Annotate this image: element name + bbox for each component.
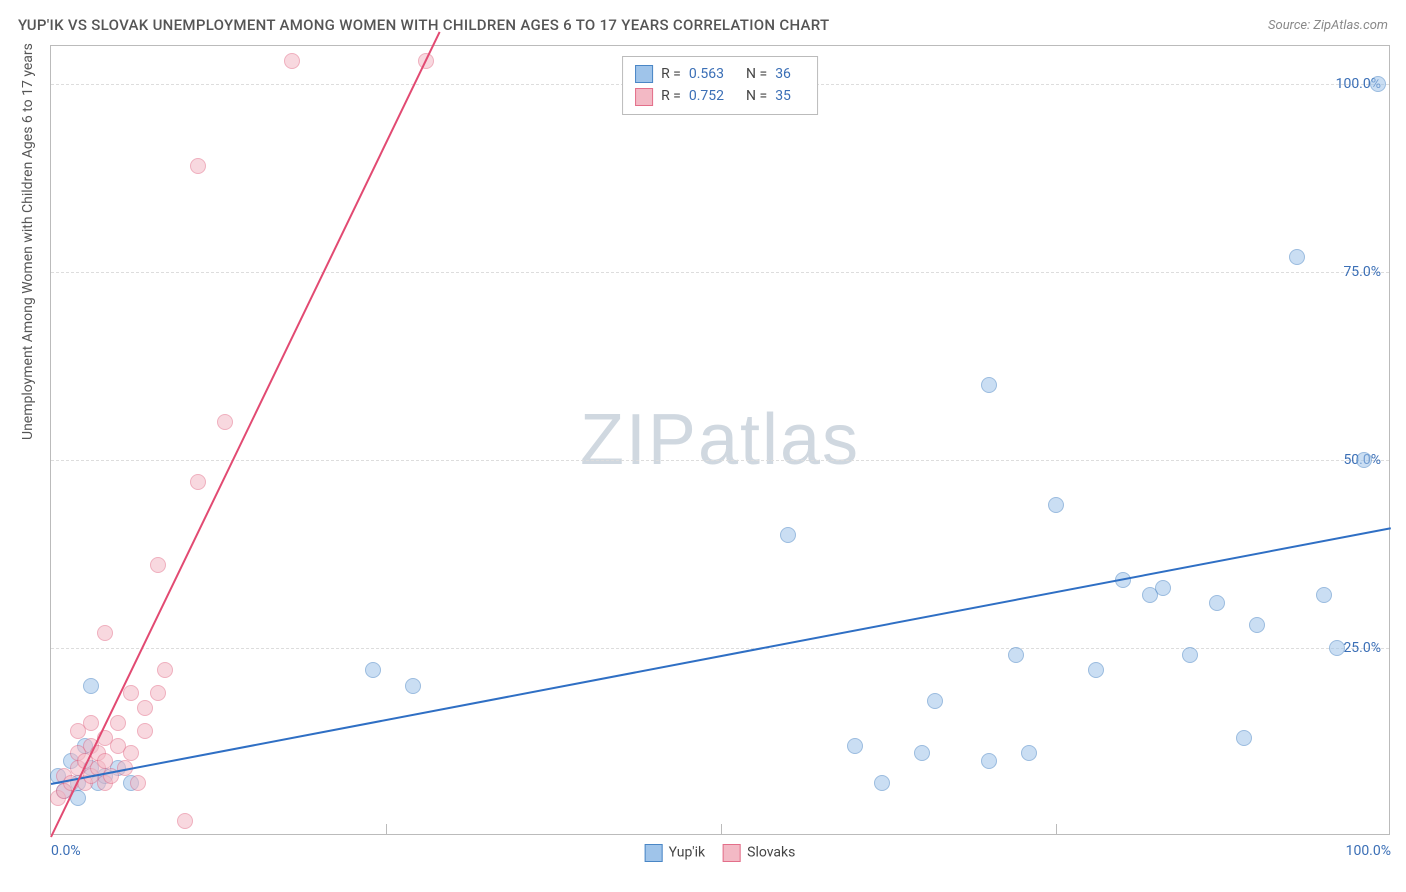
scatter-point	[177, 813, 193, 829]
scatter-point	[1008, 647, 1024, 663]
scatter-point	[83, 715, 99, 731]
legend-r-value: 0.752	[689, 85, 724, 107]
scatter-point	[1316, 587, 1332, 603]
legend-n-value: 36	[775, 63, 791, 85]
chart-source: Source: ZipAtlas.com	[1268, 18, 1388, 33]
scatter-point	[130, 775, 146, 791]
legend-n-label: N =	[746, 85, 767, 107]
legend-r-value: 0.563	[689, 63, 724, 85]
scatter-point	[137, 700, 153, 716]
x-tick-label: 100.0%	[1346, 843, 1391, 859]
scatter-point	[1088, 662, 1104, 678]
scatter-point	[981, 377, 997, 393]
scatter-point	[150, 557, 166, 573]
legend-n-label: N =	[746, 63, 767, 85]
scatter-point	[1182, 647, 1198, 663]
scatter-point	[97, 625, 113, 641]
x-minor-tick	[386, 824, 387, 834]
gridline	[51, 272, 1389, 273]
legend-stats-row: R = 0.563 N = 36	[635, 63, 805, 85]
chart-header: YUP'IK VS SLOVAK UNEMPLOYMENT AMONG WOME…	[0, 0, 1406, 40]
gridline	[51, 460, 1389, 461]
scatter-point	[1209, 595, 1225, 611]
y-axis-label: Unemployment Among Women with Children A…	[20, 43, 36, 440]
y-tick-label: 25.0%	[1343, 640, 1381, 656]
scatter-point	[190, 158, 206, 174]
legend-r-label: R =	[661, 63, 681, 85]
scatter-point	[190, 474, 206, 490]
legend-series: Yup'ik Slovaks	[645, 844, 796, 862]
scatter-point	[1021, 745, 1037, 761]
scatter-point	[914, 745, 930, 761]
scatter-point	[1155, 580, 1171, 596]
watermark: ZIPatlas	[580, 399, 860, 481]
trend-line	[50, 32, 440, 838]
scatter-point	[1236, 730, 1252, 746]
legend-swatch	[635, 65, 653, 83]
legend-stats-row: R = 0.752 N = 35	[635, 85, 805, 107]
scatter-point	[1356, 452, 1372, 468]
scatter-point	[150, 685, 166, 701]
legend-swatch	[645, 844, 663, 862]
legend-swatch	[723, 844, 741, 862]
plot-area: ZIPatlas 25.0%50.0%75.0%100.0%0.0%100.0%…	[50, 45, 1390, 835]
scatter-point	[123, 745, 139, 761]
scatter-point	[847, 738, 863, 754]
scatter-point	[981, 753, 997, 769]
y-tick-label: 75.0%	[1343, 264, 1381, 280]
legend-n-value: 35	[775, 85, 791, 107]
scatter-point	[110, 715, 126, 731]
legend-series-item: Yup'ik	[645, 844, 705, 862]
scatter-point	[284, 53, 300, 69]
scatter-point	[157, 662, 173, 678]
legend-r-label: R =	[661, 85, 681, 107]
scatter-point	[83, 678, 99, 694]
scatter-point	[97, 753, 113, 769]
scatter-point	[1329, 640, 1345, 656]
scatter-point	[780, 527, 796, 543]
scatter-point	[1370, 76, 1386, 92]
scatter-point	[365, 662, 381, 678]
scatter-point	[874, 775, 890, 791]
scatter-point	[123, 685, 139, 701]
x-tick-label: 0.0%	[51, 843, 81, 859]
scatter-point	[1289, 249, 1305, 265]
scatter-point	[137, 723, 153, 739]
legend-series-label: Slovaks	[747, 845, 795, 861]
scatter-point	[217, 414, 233, 430]
legend-series-item: Slovaks	[723, 844, 795, 862]
legend-series-label: Yup'ik	[669, 845, 705, 861]
scatter-point	[1249, 617, 1265, 633]
legend-stats: R = 0.563 N = 36 R = 0.752 N = 35	[622, 56, 818, 115]
x-minor-tick	[1056, 824, 1057, 834]
chart-title: YUP'IK VS SLOVAK UNEMPLOYMENT AMONG WOME…	[18, 16, 829, 34]
chart-container: YUP'IK VS SLOVAK UNEMPLOYMENT AMONG WOME…	[0, 0, 1406, 892]
scatter-point	[405, 678, 421, 694]
scatter-point	[1048, 497, 1064, 513]
legend-swatch	[635, 88, 653, 106]
x-minor-tick	[721, 824, 722, 834]
scatter-point	[927, 693, 943, 709]
